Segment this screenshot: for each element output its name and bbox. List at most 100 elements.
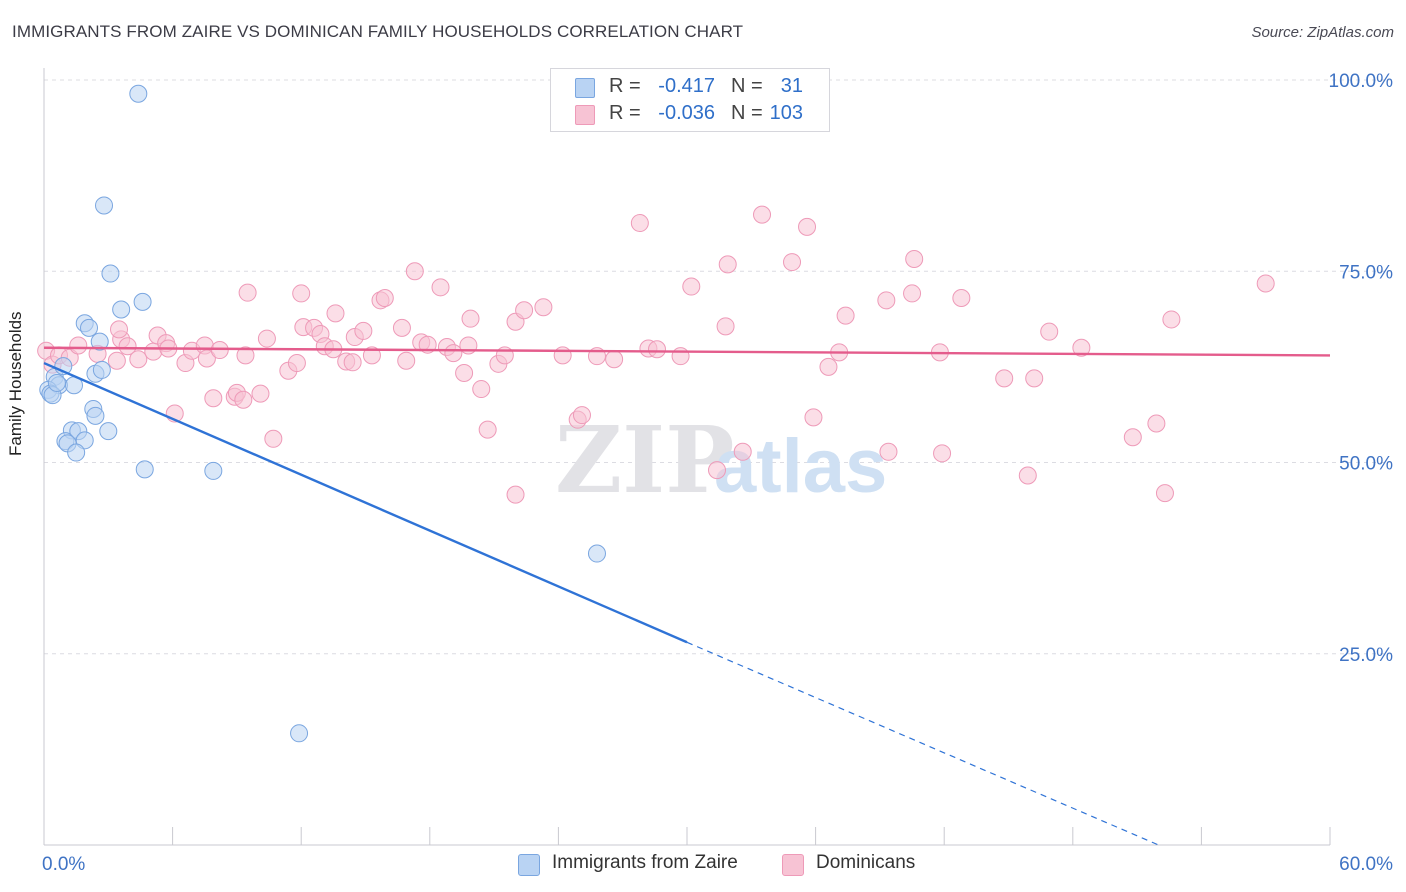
dominican-point <box>1155 484 1174 503</box>
bottom-legend-swatch-pink <box>782 854 804 876</box>
legend-swatch-pink <box>575 105 595 125</box>
dominican-point <box>343 353 362 372</box>
dominican-point <box>405 262 424 281</box>
dominican-point <box>375 289 394 308</box>
dominican-point <box>553 346 572 365</box>
dominican-point <box>444 344 463 363</box>
dominican-point <box>605 350 624 369</box>
zaire-point <box>135 460 154 479</box>
zaire-point <box>86 406 105 425</box>
watermark-atlas: atlas <box>714 424 887 509</box>
x-tick-label: 60.0% <box>1339 854 1393 875</box>
dominican-point <box>647 340 666 359</box>
dominican-point <box>1256 274 1275 293</box>
legend-swatch-blue <box>575 78 595 98</box>
dominican-point <box>905 250 924 269</box>
dominican-point <box>1040 322 1059 341</box>
dominican-point <box>354 321 373 340</box>
legend-n-label: N = <box>731 75 763 97</box>
dominican-point <box>819 357 838 376</box>
dominican-point <box>287 354 306 373</box>
zaire-trend-line <box>43 361 688 644</box>
y-tick-label: 75.0% <box>1339 262 1393 283</box>
zaire-point <box>67 443 86 462</box>
legend: R = -0.417 N = 31 R = -0.036 N = 103 <box>550 68 830 132</box>
dominican-point <box>933 444 952 463</box>
trend-lines <box>43 346 1331 846</box>
dominican-point <box>903 284 922 303</box>
dominican-point <box>879 442 898 461</box>
dominican-point <box>472 380 491 399</box>
dominican-point <box>753 205 772 224</box>
dominican-point <box>515 301 534 320</box>
dominican-point <box>234 390 253 409</box>
y-tick-label: 25.0% <box>1339 645 1393 666</box>
dominican-point <box>197 349 216 368</box>
tick-labels: 0.0% 60.0% 25.0% 50.0% 75.0% 100.0% <box>42 71 1393 875</box>
legend-n-value: 103 <box>769 102 803 124</box>
dominican-point <box>210 341 229 360</box>
legend-r-value: -0.417 <box>658 75 715 97</box>
zaire-point <box>129 84 148 103</box>
y-tick-label: 100.0% <box>1329 71 1394 92</box>
dominican-point <box>952 289 971 308</box>
zaire-points <box>39 84 606 743</box>
dominican-point <box>455 363 474 382</box>
legend-r-value: -0.036 <box>658 102 715 124</box>
bottom-legend-label: Immigrants from Zaire <box>552 852 738 873</box>
dominican-point <box>836 306 855 325</box>
dominican-point <box>326 304 345 323</box>
source-label: Source: ZipAtlas.com <box>1251 24 1394 41</box>
zaire-point <box>99 422 118 441</box>
watermark: ZIP atlas <box>555 406 887 514</box>
zaire-point <box>133 292 152 311</box>
zaire-point <box>112 300 131 319</box>
dominican-point <box>682 277 701 296</box>
dominican-point <box>718 255 737 274</box>
dominican-point <box>431 278 450 297</box>
dominican-point <box>995 369 1014 388</box>
grid-lines <box>44 79 1392 655</box>
zaire-trend-extension <box>686 641 1159 846</box>
dominican-point <box>1123 428 1142 447</box>
dominican-point <box>362 346 381 365</box>
y-tick-label: 50.0% <box>1339 454 1393 475</box>
dominican-point <box>1018 466 1037 485</box>
zaire-point <box>587 544 606 563</box>
dominican-point <box>1072 338 1091 357</box>
dominican-point <box>804 408 823 427</box>
dominican-point <box>129 350 148 369</box>
zaire-point <box>101 264 120 283</box>
zaire-point <box>92 360 111 379</box>
dominican-point <box>534 298 553 317</box>
zaire-point <box>47 373 66 392</box>
dominican-point <box>257 329 276 348</box>
dominican-point <box>733 442 752 461</box>
dominican-point <box>251 384 270 403</box>
dominican-point <box>708 461 727 480</box>
dominican-point <box>461 309 480 328</box>
dominican-point <box>292 284 311 303</box>
dominican-point <box>392 318 411 337</box>
legend-r-label: R = <box>609 75 641 97</box>
zaire-point <box>95 196 114 215</box>
dominican-point <box>671 347 690 366</box>
dominican-point <box>506 485 525 504</box>
dominican-point <box>478 420 497 439</box>
zaire-point <box>90 332 109 351</box>
dominican-point <box>1162 310 1181 329</box>
dominican-point <box>204 389 223 408</box>
dominican-point <box>110 320 129 339</box>
legend-n-label: N = <box>731 102 763 124</box>
dominican-point <box>264 429 283 448</box>
chart-title: IMMIGRANTS FROM ZAIRE VS DOMINICAN FAMIL… <box>12 22 744 41</box>
dominican-point <box>397 351 416 370</box>
legend-row-zaire: R = -0.417 N = 31 <box>551 75 829 101</box>
dominican-point <box>877 291 896 310</box>
dominican-point <box>236 346 255 365</box>
dominican-point <box>798 217 817 236</box>
dominican-point <box>107 351 126 370</box>
dominican-point <box>118 337 137 356</box>
dominican-point <box>783 253 802 272</box>
